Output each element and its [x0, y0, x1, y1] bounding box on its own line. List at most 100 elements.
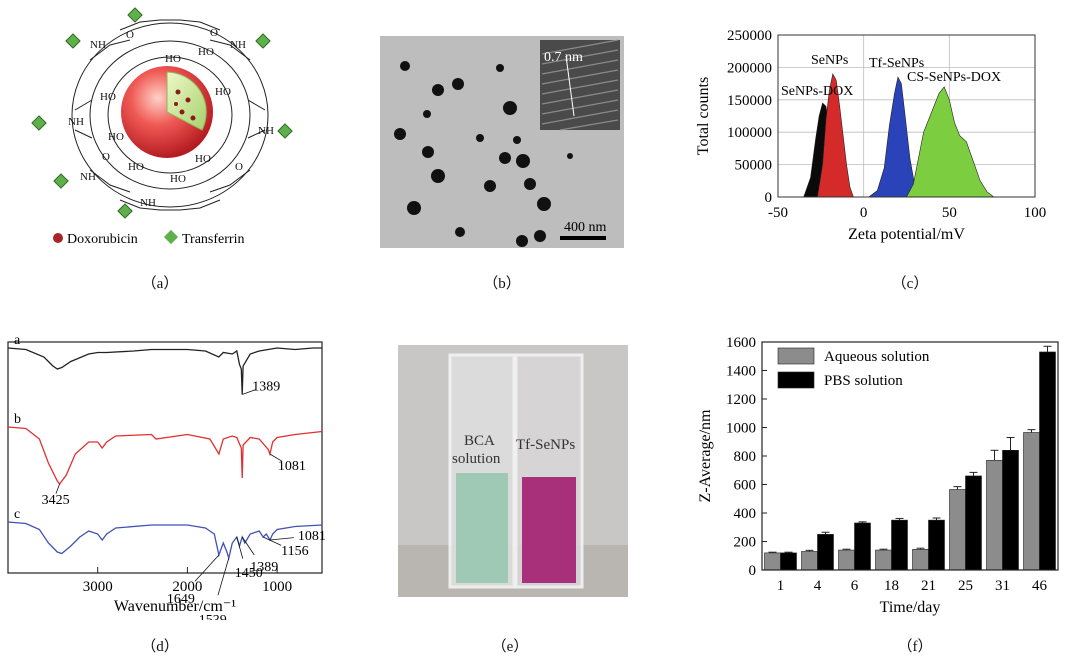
f-ytick-label: 1000: [726, 421, 756, 437]
svg-text:HO: HO: [195, 153, 211, 165]
c-ytick-label: 100000: [727, 125, 772, 141]
f-legend-label: Aqueous solution: [824, 349, 930, 365]
label-bca-line1: BCA: [464, 433, 495, 449]
f-xtick-label: 21: [921, 578, 936, 594]
d-spectrum-b: [7, 426, 323, 486]
transferrin-markers: [31, 7, 293, 219]
scale-bar-label: 400 nm: [564, 220, 607, 235]
liquid-bca: [456, 473, 508, 583]
d-xtick-label: 2000: [172, 579, 202, 595]
d-annotation-pointer: [269, 453, 283, 462]
c-series-label: SeNPs-DOX: [781, 84, 853, 99]
c-series-label: Tf-SeNPs: [869, 56, 924, 71]
panel-a-nanoparticle-schematic: NH NH NH NH NH NH HO HO HO HO HO HO HO H…: [31, 7, 293, 247]
f-yaxis-label: Z-Average/nm: [697, 409, 714, 503]
c-xtick-label: -50: [768, 205, 788, 221]
panel-e-cuvette-photo: BCA solution Tf-SeNPs: [398, 345, 628, 597]
d-annotation-pointer: [194, 554, 220, 582]
c-series-cs-senps-dox: [906, 86, 995, 198]
f-bar: [986, 459, 1003, 571]
svg-text:HO: HO: [215, 86, 231, 98]
label-tf-senps: Tf-SeNPs: [516, 437, 575, 453]
svg-text:HO: HO: [165, 53, 181, 65]
f-xtick-label: 25: [958, 578, 973, 594]
hrtem-inset: [540, 40, 620, 130]
d-series-label-c: c: [14, 507, 20, 522]
svg-text:NH: NH: [90, 39, 106, 51]
d-annotation-label: 1389: [250, 560, 278, 575]
c-series-label: SeNPs: [811, 53, 848, 68]
d-annotation-label: 1450: [235, 566, 263, 581]
d-annotation-pointer: [269, 537, 294, 541]
f-ytick-label: 1600: [726, 335, 756, 351]
inset-lattice-label: 0.7 nm: [544, 50, 583, 65]
f-ytick-label: 0: [749, 563, 757, 579]
f-bar: [1002, 450, 1019, 571]
panel-b-tem-image: 0.7 nm 400 nm: [380, 36, 624, 248]
d-annotation-pointer: [241, 536, 255, 556]
f-bar: [1039, 351, 1056, 571]
d-annotation-label: 1389: [252, 380, 280, 395]
f-ytick-label: 1400: [726, 364, 756, 380]
caption-b: （b）: [483, 276, 521, 292]
f-legend-swatch: [777, 371, 815, 389]
d-annotation-pointer: [217, 557, 230, 596]
svg-text:HO: HO: [108, 131, 124, 143]
f-bar: [949, 489, 966, 571]
f-ytick-label: 1200: [726, 392, 756, 408]
d-spectrum-c: [7, 521, 323, 561]
svg-text:HO: HO: [128, 161, 144, 173]
svg-text:NH: NH: [140, 197, 156, 209]
svg-text:NH: NH: [80, 171, 96, 183]
f-xtick-label: 31: [995, 578, 1010, 594]
c-ytick-label: 0: [765, 190, 773, 206]
svg-text:NH: NH: [68, 116, 84, 128]
f-xaxis-label: Time/day: [880, 599, 941, 616]
f-bar: [891, 519, 908, 571]
c-xtick-label: 100: [1024, 205, 1047, 221]
svg-text:NH: NH: [258, 125, 274, 137]
svg-text:O: O: [126, 29, 134, 41]
f-bar: [817, 534, 834, 571]
f-bar: [1023, 432, 1040, 571]
d-plot-frame: [7, 341, 323, 574]
f-bar: [801, 551, 818, 571]
d-annotation-label: 1539: [199, 613, 227, 620]
f-ytick-label: 600: [734, 478, 757, 494]
c-xtick-label: 0: [860, 205, 868, 221]
f-bar: [875, 549, 892, 571]
c-xaxis-label: Zeta potential/mV: [848, 226, 965, 243]
liquid-tf-senps: [522, 477, 576, 583]
legend-transferrin-label: Transferrin: [182, 232, 244, 247]
c-ytick-label: 200000: [727, 60, 772, 76]
caption-e: （e）: [491, 639, 529, 655]
f-bar: [780, 552, 797, 571]
d-annotation-label: 1081: [278, 459, 306, 474]
d-annotation-label: 1649: [167, 592, 195, 607]
d-annotation-label: 3425: [42, 493, 70, 508]
svg-text:HO: HO: [170, 173, 186, 185]
f-xtick-label: 46: [1032, 578, 1048, 594]
f-legend-swatch: [777, 347, 815, 365]
c-plot-frame: [777, 34, 1036, 198]
svg-text:HO: HO: [100, 91, 116, 103]
d-series-label-b: b: [14, 412, 21, 427]
f-bar: [764, 552, 781, 571]
d-xtick-label: 3000: [83, 579, 113, 595]
c-series-label: CS-SeNPs-DOX: [907, 70, 1001, 85]
scale-bar: [560, 236, 606, 240]
legend-doxorubicin-label: Doxorubicin: [67, 232, 138, 247]
c-xtick-label: 50: [942, 205, 957, 221]
caption-f: （f）: [897, 639, 933, 655]
f-ytick-label: 200: [734, 535, 757, 551]
legend-transferrin-diamond-icon: [163, 229, 179, 245]
f-xtick-label: 1: [777, 578, 785, 594]
caption-a: （a）: [141, 276, 179, 292]
d-xtick-label: 1000: [262, 579, 292, 595]
label-bca-line2: solution: [452, 451, 501, 467]
tem-particles: 0.7 nm 400 nm: [394, 39, 620, 247]
d-annotation-label: 1081: [298, 529, 326, 544]
f-plot-frame: [761, 341, 1059, 571]
